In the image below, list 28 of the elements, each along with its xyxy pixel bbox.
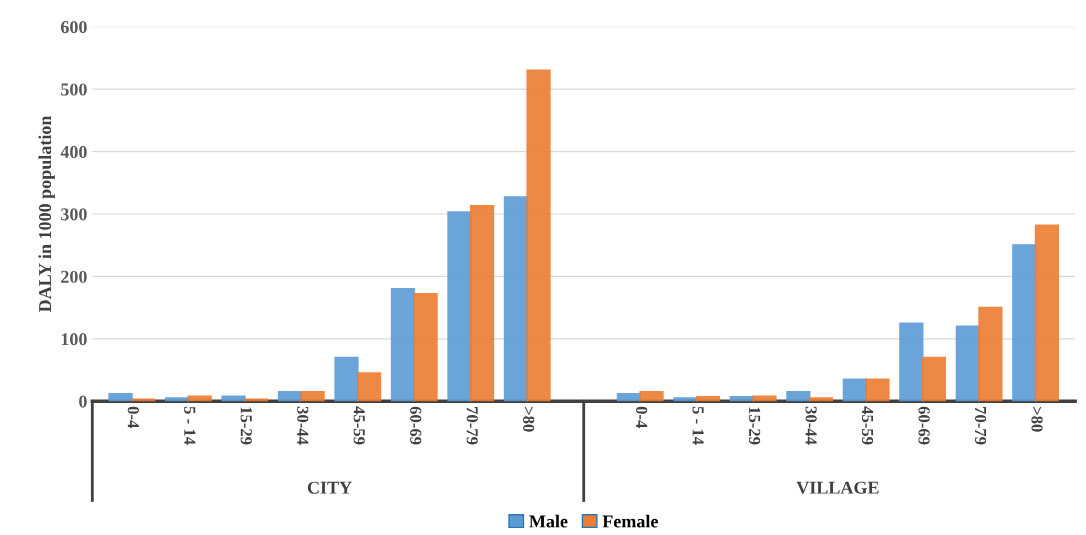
x-tick-label: 0-4 <box>127 406 139 429</box>
x-tick-label: 70-79 <box>466 407 478 445</box>
y-tick-label: 500 <box>61 83 87 96</box>
legend-label: Female <box>602 514 658 528</box>
y-axis-title: DALY in 1000 population <box>38 115 55 313</box>
x-tick-label: 15-29 <box>749 407 761 445</box>
x-tick-label: 60-69 <box>918 406 930 445</box>
y-tick-label: 600 <box>60 21 87 34</box>
x-tick-label: 0-4 <box>636 406 648 429</box>
x-tick-label: 70-79 <box>974 407 987 445</box>
y-tick-label: 100 <box>61 333 87 346</box>
text: VILLAGE <box>796 481 879 494</box>
x-tick-label: 15-29 <box>240 407 252 445</box>
x-tick-label: 30-44 <box>297 406 309 445</box>
legend-label: Male <box>529 514 568 528</box>
y-tick-label: 0 <box>79 395 87 408</box>
x-tick-label: 45-59 <box>353 406 365 445</box>
y-tick-label: 300 <box>61 208 87 221</box>
x-tick-label: >80 <box>523 406 535 432</box>
x-tick-label: 5 - 14 <box>692 406 704 445</box>
x-tick-label: >80 <box>1031 406 1043 432</box>
x-tick-label: 45-59 <box>861 406 874 445</box>
x-tick-label: 30-44 <box>805 406 817 445</box>
x-tick-label: 5 - 14 <box>184 406 196 445</box>
x-tick-label: 60-69 <box>410 406 422 445</box>
y-tick-label: 400 <box>60 145 87 159</box>
y-tick-label: 200 <box>61 270 87 283</box>
text: CITY <box>307 481 352 494</box>
